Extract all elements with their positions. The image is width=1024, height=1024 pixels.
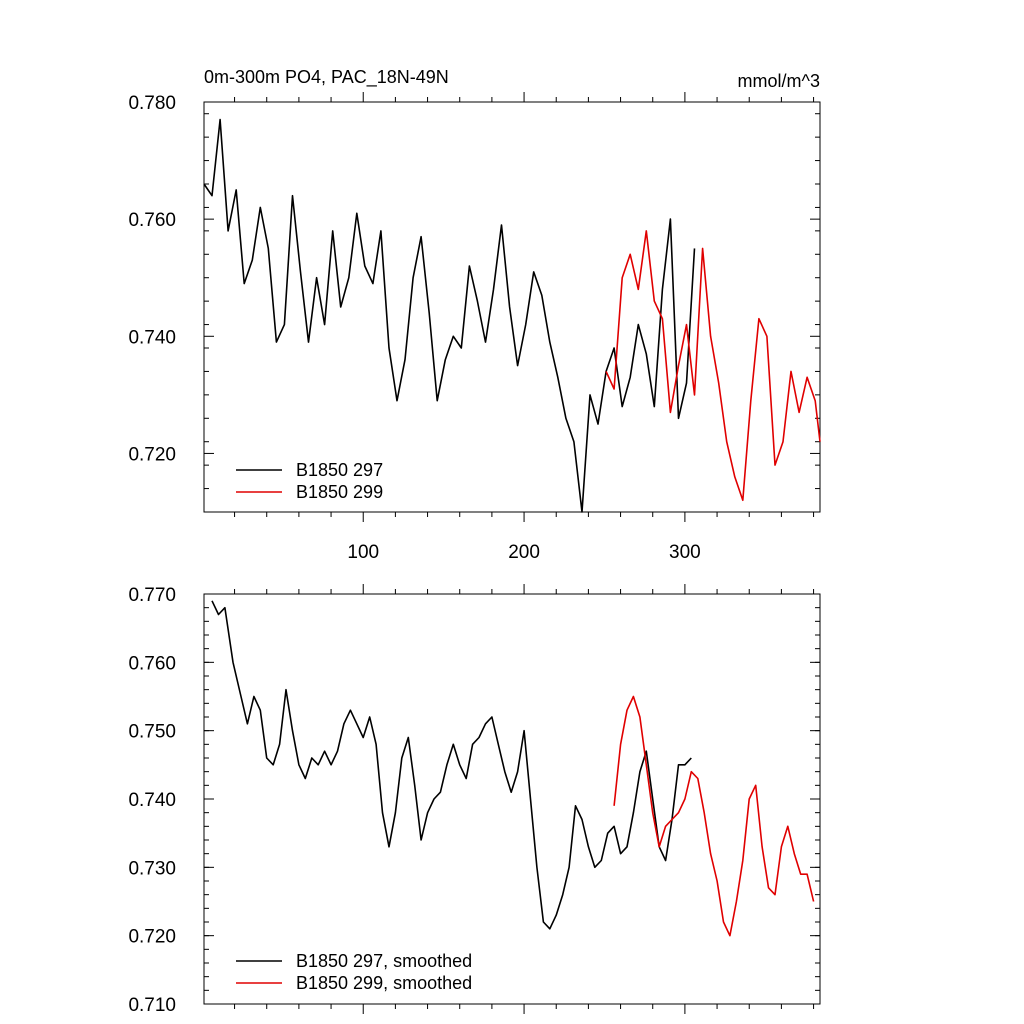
series-line-b1850-299-smoothed — [613, 695, 815, 937]
series-lines-top — [203, 118, 821, 513]
x-tick-label: 100 — [347, 542, 379, 563]
units-label: mmol/m^3 — [738, 71, 820, 91]
y-tick-label: 0.740 — [128, 790, 176, 811]
x-tick-label: 200 — [508, 542, 540, 563]
y-tick-label: 0.770 — [128, 585, 176, 606]
series-line-b1850-297 — [203, 118, 696, 513]
x-tick-label: 300 — [669, 542, 701, 563]
y-tick-label: 0.760 — [128, 653, 176, 674]
y-tick-label: 0.720 — [128, 444, 176, 465]
y-tick-label: 0.760 — [128, 210, 176, 231]
y-tick-label: 0.710 — [128, 995, 176, 1016]
y-tick-label: 0.730 — [128, 858, 176, 879]
y-tick-label: 0.780 — [128, 93, 176, 114]
y-tick-label: 0.740 — [128, 327, 176, 348]
legend-label-b1850-297: B1850 297 — [296, 460, 383, 480]
legend-label-b1850-297-smoothed: B1850 297, smoothed — [296, 951, 472, 971]
plot-frame-top — [203, 101, 821, 513]
legend-bottom: B1850 297, smoothed B1850 299, smoothed — [236, 951, 472, 993]
bottom-panel: 0.710 0.720 0.730 0.740 0.750 0.760 0.770 B185… — [128, 584, 821, 1016]
y-tick-labels-top: 0.720 0.740 0.760 0.780 — [128, 93, 176, 465]
series-line-b1850-297-smoothed — [211, 600, 692, 930]
tick-marks-bottom — [204, 584, 820, 1014]
tick-marks-top — [204, 92, 820, 522]
top-panel: 0m-300m PO4, PAC_18N-49N mmol/m^3 0.7200… — [128, 67, 821, 563]
series-lines-bottom — [211, 600, 815, 937]
plot-frame-bottom — [203, 593, 821, 1005]
legend-top: B1850 297 B1850 299 — [236, 460, 383, 502]
chart-title: 0m-300m PO4, PAC_18N-49N — [204, 67, 449, 88]
legend-label-b1850-299: B1850 299 — [296, 482, 383, 502]
y-tick-label: 0.750 — [128, 722, 176, 743]
y-tick-labels-bottom: 0.710 0.720 0.730 0.740 0.750 0.760 0.770 — [128, 585, 176, 1016]
series-line-b1850-299 — [605, 230, 821, 502]
x-tick-labels-top: 100 200 300 — [347, 542, 700, 563]
y-tick-label: 0.720 — [128, 927, 176, 948]
legend-label-b1850-299-smoothed: B1850 299, smoothed — [296, 973, 472, 993]
